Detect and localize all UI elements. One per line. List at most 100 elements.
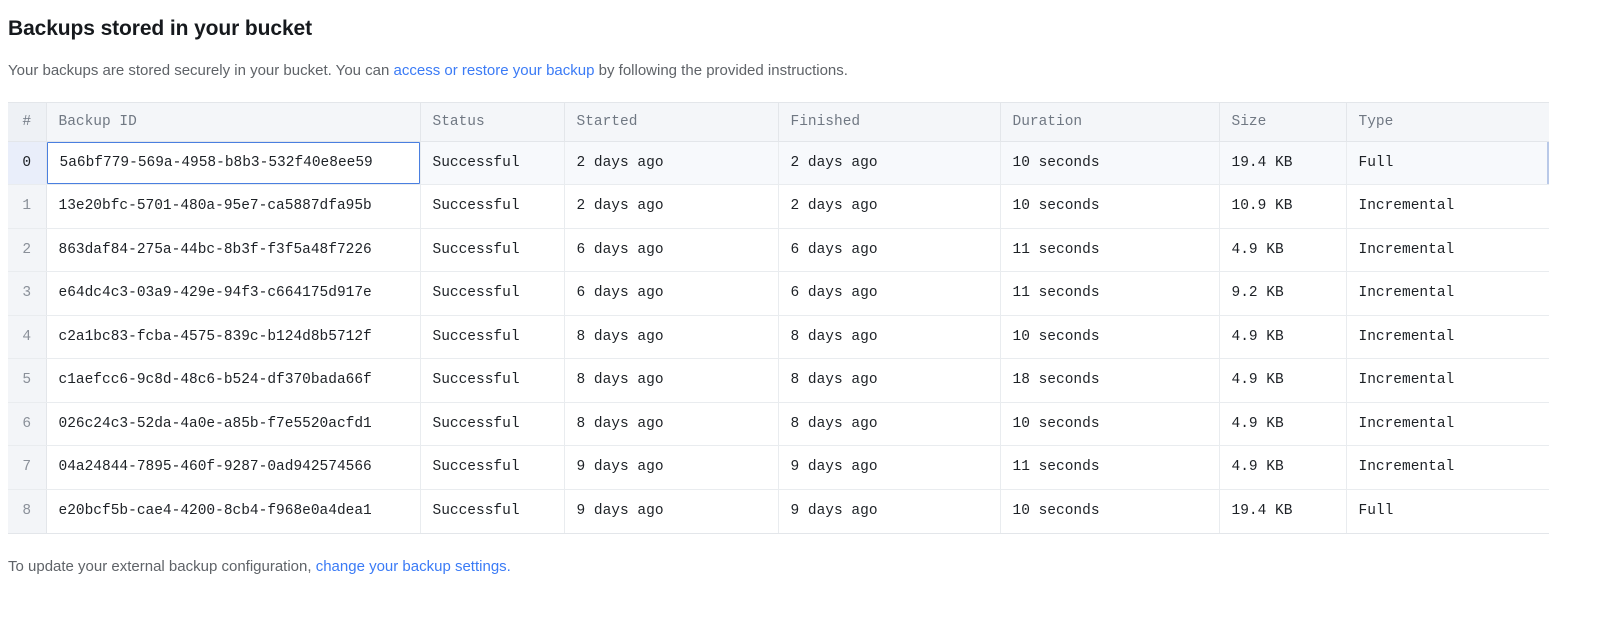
duration-cell: 10 seconds <box>1000 402 1220 446</box>
type-cell: Incremental <box>1346 402 1549 446</box>
status-cell: Successful <box>420 489 565 533</box>
finished-cell: 8 days ago <box>778 315 1001 359</box>
started-cell: 9 days ago <box>564 445 779 490</box>
row-index-cell: 8 <box>8 489 47 533</box>
status-cell: Successful <box>420 358 565 403</box>
change-backup-settings-link[interactable]: change your backup settings. <box>315 557 511 575</box>
status-cell: Successful <box>420 445 565 490</box>
status-cell: Successful <box>420 184 565 229</box>
backup-id-value: 5a6bf779-569a-4958-b8b3-532f40e8ee59 <box>46 141 420 184</box>
backup-id-cell[interactable]: 026c24c3-52da-4a0e-a85b-f7e5520acfd1 <box>46 402 421 446</box>
column-header-index[interactable]: # <box>8 103 47 142</box>
column-header-size[interactable]: Size <box>1219 103 1347 142</box>
finished-cell: 9 days ago <box>778 445 1001 490</box>
status-cell: Successful <box>420 271 565 316</box>
table-row[interactable]: 8 e20bcf5b-cae4-4200-8cb4-f968e0a4dea1 Suc… <box>8 489 1549 533</box>
backup-id-cell[interactable]: 5a6bf779-569a-4958-b8b3-532f40e8ee59 <box>46 141 421 185</box>
backup-id-cell[interactable]: c2a1bc83-fcba-4575-839c-b124d8b5712f <box>46 315 421 359</box>
backup-id-cell[interactable]: e64dc4c3-03a9-429e-94f3-c664175d917e <box>46 271 421 316</box>
footer-text-before: To update your external backup configura… <box>8 557 316 575</box>
type-cell: Incremental <box>1346 228 1549 272</box>
column-header-started[interactable]: Started <box>564 103 779 142</box>
table-row[interactable]: 1 13e20bfc-5701-480a-95e7-ca5887dfa95b Suc… <box>8 184 1549 229</box>
backup-id-cell[interactable]: 863daf84-275a-44bc-8b3f-f3f5a48f7226 <box>46 228 421 272</box>
size-cell: 10.9 KB <box>1219 184 1347 229</box>
status-cell: Successful <box>420 228 565 272</box>
finished-cell: 8 days ago <box>778 358 1001 403</box>
size-cell: 4.9 KB <box>1219 228 1347 272</box>
table-row[interactable]: 7 04a24844-7895-460f-9287-0ad942574566 Suc… <box>8 445 1549 490</box>
duration-cell: 10 seconds <box>1000 315 1220 359</box>
page-title: Backups stored in your bucket <box>8 17 313 40</box>
column-header-backup-id[interactable]: Backup ID <box>46 103 421 142</box>
size-cell: 4.9 KB <box>1219 358 1347 403</box>
table-row[interactable]: 5 c1aefcc6-9c8d-48c6-b524-df370bada66f Suc… <box>8 358 1549 403</box>
table-body: 0 5a6bf779-569a-4958-b8b3-532f40e8ee59 Suc… <box>8 141 1549 533</box>
backups-table: # Backup ID Status Started Finished Dura… <box>8 103 1549 533</box>
row-index-cell: 4 <box>8 315 47 359</box>
status-cell: Successful <box>420 402 565 446</box>
duration-cell: 10 seconds <box>1000 184 1220 229</box>
started-cell: 2 days ago <box>564 184 779 229</box>
backup-id-value: c2a1bc83-fcba-4575-839c-b124d8b5712f <box>58 328 372 345</box>
duration-cell: 11 seconds <box>1000 271 1220 316</box>
finished-cell: 9 days ago <box>778 489 1001 533</box>
column-header-duration[interactable]: Duration <box>1000 103 1220 142</box>
started-cell: 6 days ago <box>564 271 779 316</box>
finished-cell: 6 days ago <box>778 271 1001 316</box>
backups-table-container: # Backup ID Status Started Finished Dura… <box>8 102 1549 534</box>
backup-id-value: e20bcf5b-cae4-4200-8cb4-f968e0a4dea1 <box>58 503 372 519</box>
access-or-restore-backup-link[interactable]: access or restore your backup <box>393 62 595 79</box>
backup-id-value: 04a24844-7895-460f-9287-0ad942574566 <box>58 459 372 476</box>
table-head: # Backup ID Status Started Finished Dura… <box>8 103 1549 142</box>
table-row[interactable]: 3 e64dc4c3-03a9-429e-94f3-c664175d917e Suc… <box>8 271 1549 316</box>
backup-id-value: 13e20bfc-5701-480a-95e7-ca5887dfa95b <box>58 198 372 215</box>
page-subtitle: Your backups are stored securely in your… <box>8 60 1600 82</box>
backup-id-value: c1aefcc6-9c8d-48c6-b524-df370bada66f <box>58 372 372 389</box>
backup-id-value: 863daf84-275a-44bc-8b3f-f3f5a48f7226 <box>58 241 372 258</box>
started-cell: 8 days ago <box>564 358 779 403</box>
row-index-cell: 7 <box>8 445 47 490</box>
duration-cell: 11 seconds <box>1000 228 1220 272</box>
duration-cell: 10 seconds <box>1000 141 1220 185</box>
table-row[interactable]: 0 5a6bf779-569a-4958-b8b3-532f40e8ee59 Suc… <box>8 141 1549 185</box>
type-cell: Incremental <box>1346 315 1549 359</box>
size-cell: 4.9 KB <box>1219 315 1347 359</box>
finished-cell: 2 days ago <box>778 141 1001 185</box>
backup-id-cell[interactable]: e20bcf5b-cae4-4200-8cb4-f968e0a4dea1 <box>46 489 421 533</box>
column-header-status[interactable]: Status <box>420 103 565 142</box>
size-cell: 4.9 KB <box>1219 402 1347 446</box>
backup-id-cell[interactable]: 04a24844-7895-460f-9287-0ad942574566 <box>46 445 421 490</box>
finished-cell: 6 days ago <box>778 228 1001 272</box>
started-cell: 9 days ago <box>564 489 779 533</box>
subtitle-text-before: Your backups are stored securely in your… <box>8 62 394 79</box>
type-cell: Incremental <box>1346 358 1549 403</box>
column-header-finished[interactable]: Finished <box>778 103 1001 142</box>
started-cell: 8 days ago <box>564 315 779 359</box>
column-header-type[interactable]: Type <box>1346 103 1549 142</box>
size-cell: 9.2 KB <box>1219 271 1347 316</box>
status-cell: Successful <box>420 315 565 359</box>
status-cell: Successful <box>420 141 565 185</box>
size-cell: 4.9 KB <box>1219 445 1347 490</box>
started-cell: 8 days ago <box>564 402 779 446</box>
table-row[interactable]: 6 026c24c3-52da-4a0e-a85b-f7e5520acfd1 Suc… <box>8 402 1549 446</box>
type-cell: Full <box>1346 141 1549 185</box>
row-index-cell: 3 <box>8 271 47 316</box>
row-index-cell: 0 <box>8 141 47 185</box>
table-row[interactable]: 4 c2a1bc83-fcba-4575-839c-b124d8b5712f Suc… <box>8 315 1549 359</box>
backup-id-cell[interactable]: c1aefcc6-9c8d-48c6-b524-df370bada66f <box>46 358 421 403</box>
backup-id-value: e64dc4c3-03a9-429e-94f3-c664175d917e <box>58 285 372 302</box>
row-index-cell: 5 <box>8 358 47 403</box>
row-index-cell: 2 <box>8 228 47 272</box>
backup-id-cell[interactable]: 13e20bfc-5701-480a-95e7-ca5887dfa95b <box>46 184 421 229</box>
subtitle-text-after: by following the provided instructions. <box>594 62 848 79</box>
finished-cell: 8 days ago <box>778 402 1001 446</box>
type-cell: Incremental <box>1346 271 1549 316</box>
started-cell: 2 days ago <box>564 141 779 185</box>
table-row[interactable]: 2 863daf84-275a-44bc-8b3f-f3f5a48f7226 Suc… <box>8 228 1549 272</box>
duration-cell: 10 seconds <box>1000 489 1220 533</box>
footer-note: To update your external backup configura… <box>8 556 1600 578</box>
row-index-cell: 1 <box>8 184 47 229</box>
size-cell: 19.4 KB <box>1219 141 1347 185</box>
